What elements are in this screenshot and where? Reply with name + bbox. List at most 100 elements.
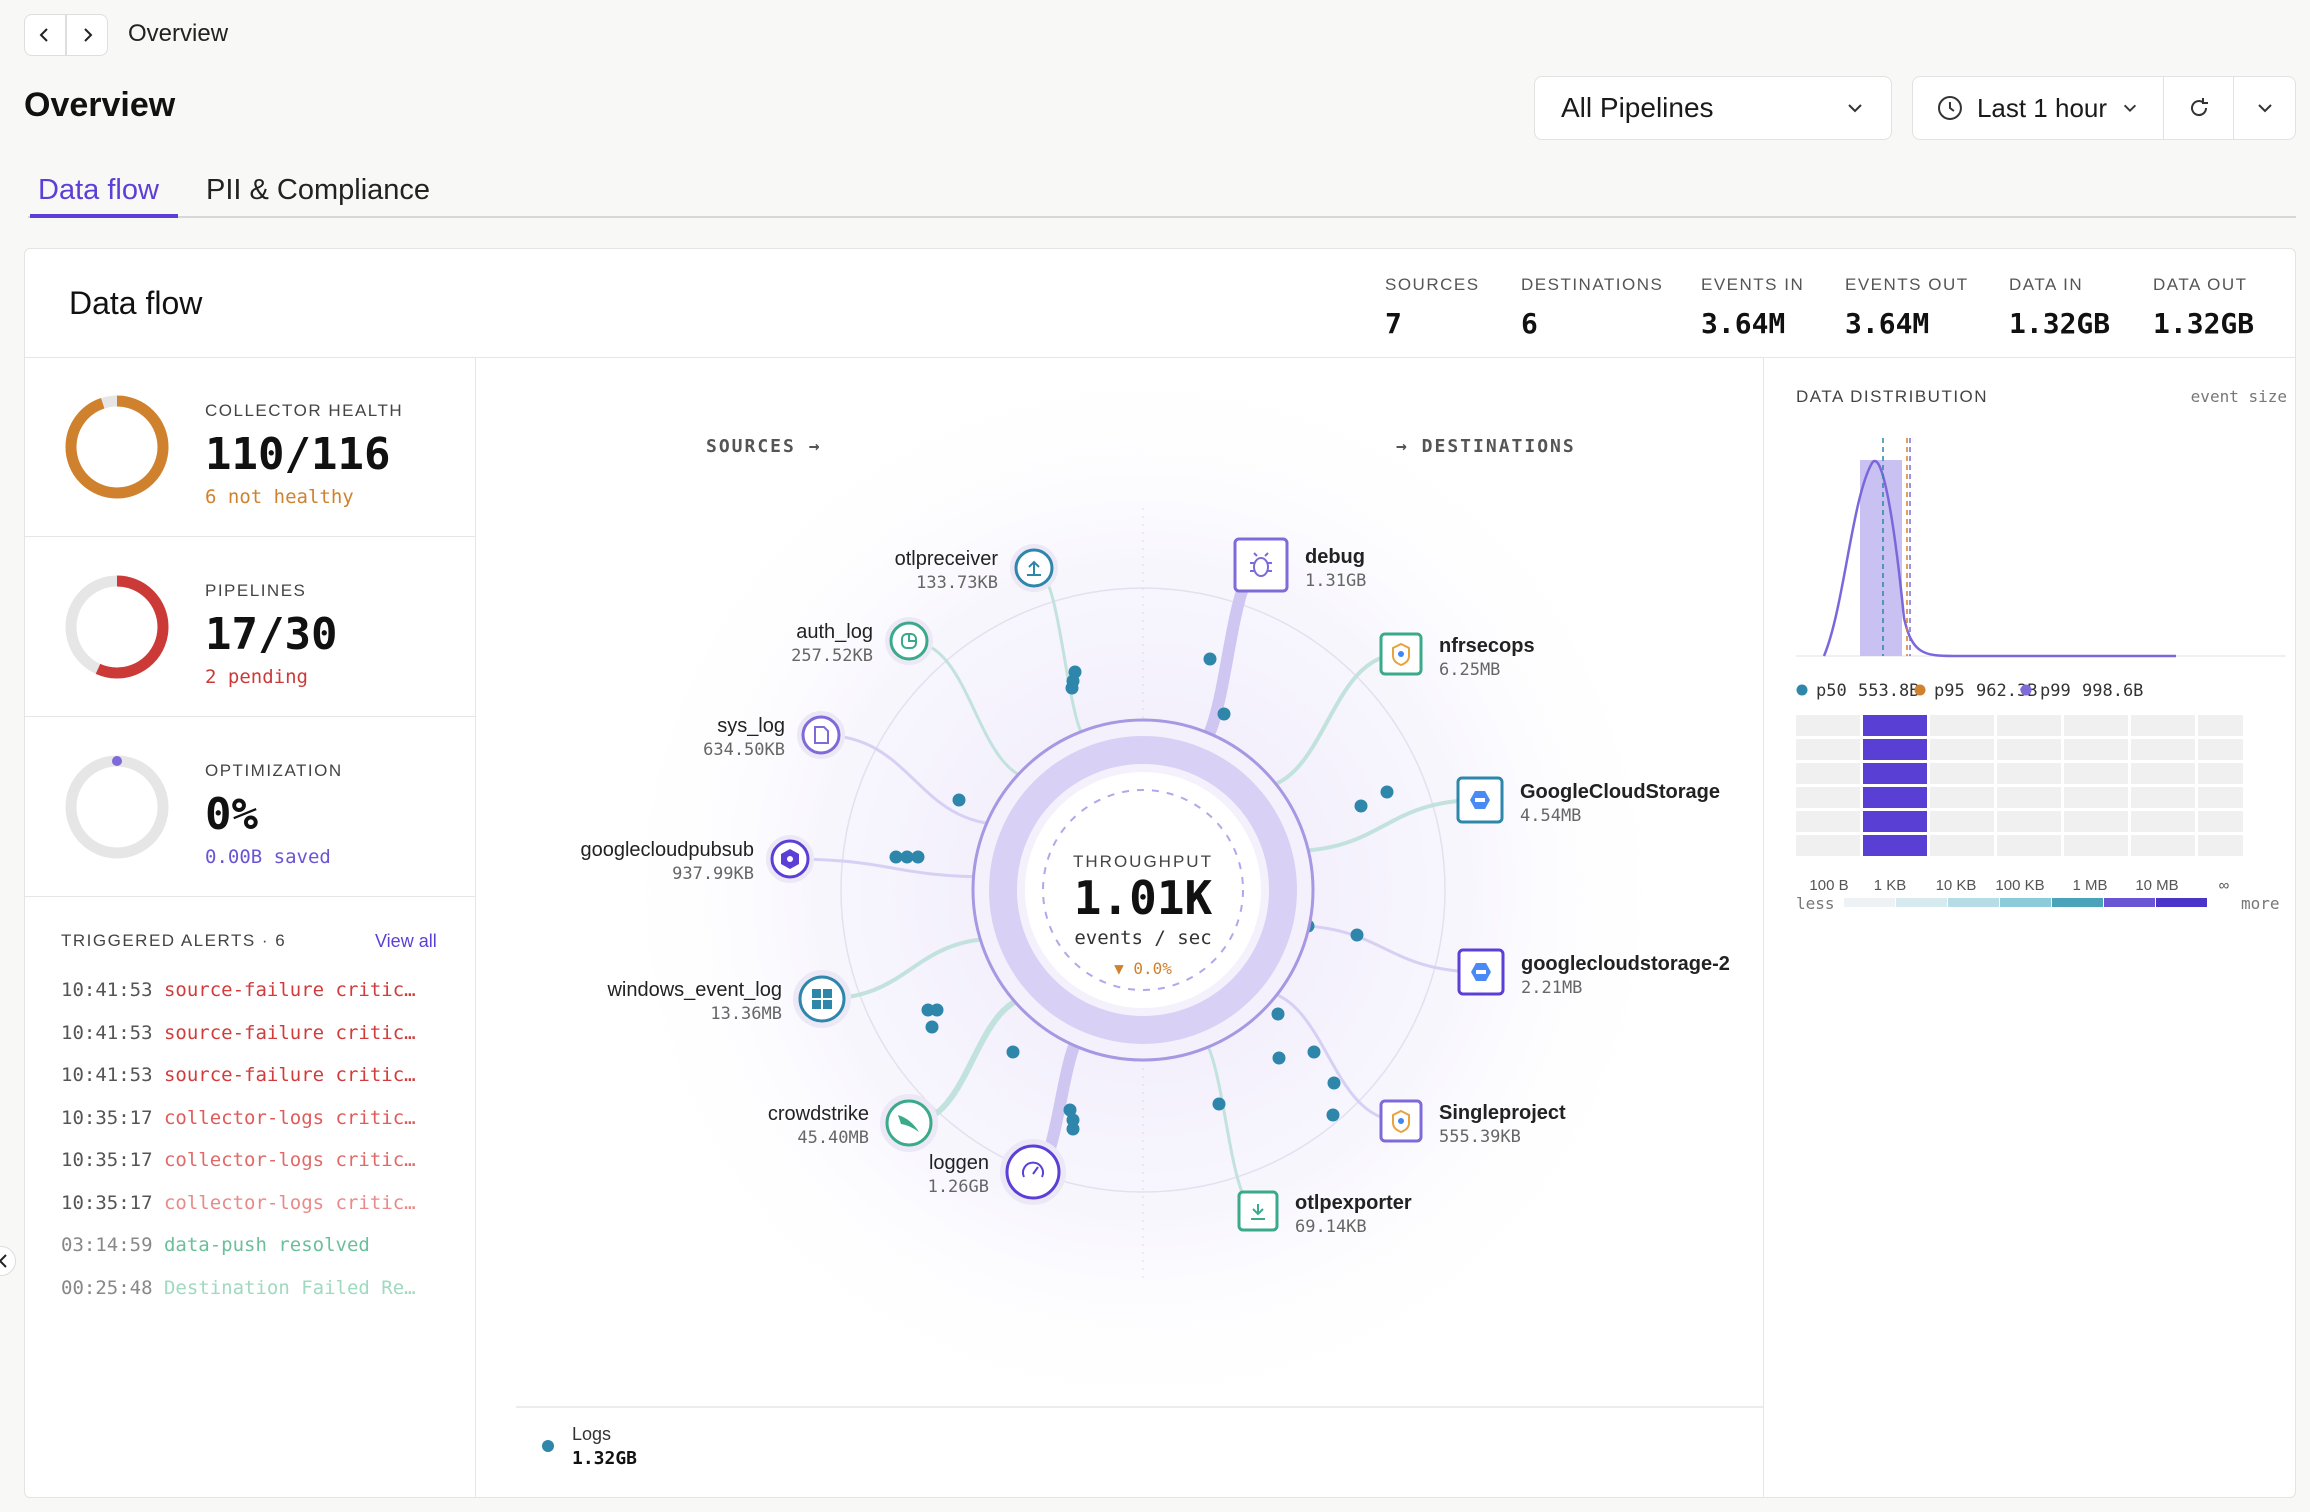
stat-destinations: DESTINATIONS 6 [1521,275,1663,340]
heatmap-cell [2198,739,2243,760]
chevron-down-icon [1848,104,1862,113]
heatmap-cell [1863,835,1927,856]
view-all-link[interactable]: View all [375,931,437,951]
source-node-windows_event_log[interactable]: windows_event_log 13.36MB [606,970,851,1028]
distribution-mode[interactable]: event size [2191,387,2287,406]
kpi-value: 17/30 [205,609,338,660]
heatmap-cell [2198,787,2243,808]
destination-node-otlpexporter[interactable]: otlpexporter 69.14KB [1237,1190,1412,1237]
heatmap-cell [1997,835,2061,856]
optimization-kpi[interactable]: OPTIMIZATION 0% 0.00B saved [25,717,475,897]
source-node-otlpreceiver[interactable]: otlpreceiver 133.73KB [895,544,1058,593]
shield-icon [1392,642,1410,667]
alert-item[interactable]: 10:35:17 collector-logs critic… [61,1107,416,1129]
heatmap-cell [1796,787,1860,808]
heatmap-cell [2131,715,2195,736]
alert-time: 10:41:53 [61,1064,153,1086]
time-range-select[interactable]: Last 1 hour [1913,77,2164,139]
stat-value: 3.64M [1701,307,1786,340]
density-curve [1822,459,2176,658]
heatmap-cell [1930,787,1994,808]
destination-node-Singleproject[interactable]: Singleproject 555.39KB [1379,1099,1566,1147]
node-value: 257.52KB [791,646,873,666]
ramp-swatch [1948,898,1999,907]
data-distribution-panel: DATA DISTRIBUTION event size p50 553.8B p9… [1764,358,2295,1497]
destination-node-GoogleCloudStorage[interactable]: GoogleCloudStorage 4.54MB [1456,776,1720,826]
flow-particle [1272,1051,1286,1065]
stat-value: 1.32GB [2009,307,2111,340]
pipeline-select[interactable]: All Pipelines [1534,76,1892,140]
refresh-options-button[interactable] [2234,77,2295,139]
heatmap-cell [1930,811,1994,832]
data-flow-card: Data flow SOURCES 7 DESTINATIONS 6 EVENTS … [24,248,2296,1498]
stat-label: DATA IN [2009,275,2084,294]
source-node-crowdstrike[interactable]: crowdstrike 45.40MB [768,1094,938,1152]
percentile-label: p99 [2040,681,2071,701]
chevron-down-icon [2123,104,2137,112]
flow-particle [889,850,903,864]
pipeline-select-value: All Pipelines [1561,92,1714,123]
destination-node-googlecloudstorage-2[interactable]: googlecloudstorage-2 2.21MB [1457,948,1730,998]
collector-health-kpi[interactable]: COLLECTOR HEALTH 110/116 6 not healthy [25,357,475,537]
pipelines-kpi[interactable]: PIPELINES 17/30 2 pending [25,537,475,717]
heatmap-cell [1930,715,1994,736]
source-node-sys_log[interactable]: sys_log 634.50KB [703,711,845,760]
bucket-label: 100 KB [1995,877,2044,894]
flow-particle [952,793,966,807]
bucket-label: 10 KB [1936,877,1977,894]
alert-time: 10:41:53 [61,1021,153,1044]
alert-item[interactable]: 10:41:53 source-failure critic… [61,1022,416,1044]
destination-node-nfrsecops[interactable]: nfrsecops 6.25MB [1379,632,1535,680]
kpi-label: PIPELINES [205,581,307,600]
alert-item[interactable]: 00:25:48 Destination Failed Re… [61,1277,416,1299]
source-node-loggen[interactable]: loggen 1.26GB [928,1139,1066,1205]
gcs-icon [1470,791,1490,809]
alert-item[interactable]: 10:35:17 collector-logs critic… [61,1149,416,1171]
refresh-icon [2190,98,2208,117]
alert-item[interactable]: 10:35:17 collector-logs critic… [61,1192,416,1214]
destination-node-debug[interactable]: debug 1.31GB [1233,537,1366,593]
alert-time: 03:14:59 [61,1234,153,1256]
flow-particle [1307,1045,1321,1059]
node-name: Singleproject [1439,1102,1566,1124]
sources-heading: SOURCES → [706,436,822,457]
flow-link [819,733,1010,827]
stat-label: DESTINATIONS [1521,275,1664,294]
alert-item[interactable]: 03:14:59 data-push resolved [61,1234,370,1256]
alert-item[interactable]: 10:41:53 source-failure critic… [61,1064,416,1086]
legend-swatch [542,1440,554,1452]
kpi-label: COLLECTOR HEALTH [205,401,404,420]
back-button[interactable] [24,14,66,56]
ramp-swatch [1896,898,1947,907]
heatmap-cell [1796,811,1860,832]
alerts-title: TRIGGERED ALERTS · 6 [61,931,287,950]
alert-item[interactable]: 10:41:53 source-failure critic… [61,979,416,1001]
ramp-swatch [2104,898,2155,907]
heatmap-cell [1796,835,1860,856]
node-value: 555.39KB [1439,1127,1521,1147]
shield-icon [1392,1109,1410,1134]
tab-data-flow[interactable]: Data flow [38,174,159,206]
source-node-auth_log[interactable]: auth_log 257.52KB [791,617,933,666]
node-ring [801,715,841,755]
heatmap-cell [2064,715,2128,736]
flow-particle [921,1003,935,1017]
tab-pii-compliance[interactable]: PII & Compliance [206,174,431,206]
flow-link [1253,988,1403,1123]
stat-label: DATA OUT [2153,275,2248,294]
heatmap-cell [1930,835,1994,856]
heatmap-cell [1796,715,1860,736]
collapse-handle[interactable] [0,1246,16,1276]
gauge-icon [1022,1161,1044,1178]
percentile-swatch [1914,684,1926,696]
heatmap-cell [1796,763,1860,784]
kpi-value: 0% [205,789,258,840]
throughput-label: THROUGHPUT [1073,852,1213,871]
node-value: 2.21MB [1521,978,1582,998]
heatmap-cell [1930,739,1994,760]
source-node-googlecloudpubsub[interactable]: googlecloudpubsub 937.99KB [581,835,814,884]
flow-particle [1327,1076,1341,1090]
forward-button[interactable] [66,14,108,56]
refresh-button[interactable] [2164,77,2234,139]
node-value: 133.73KB [916,573,998,593]
